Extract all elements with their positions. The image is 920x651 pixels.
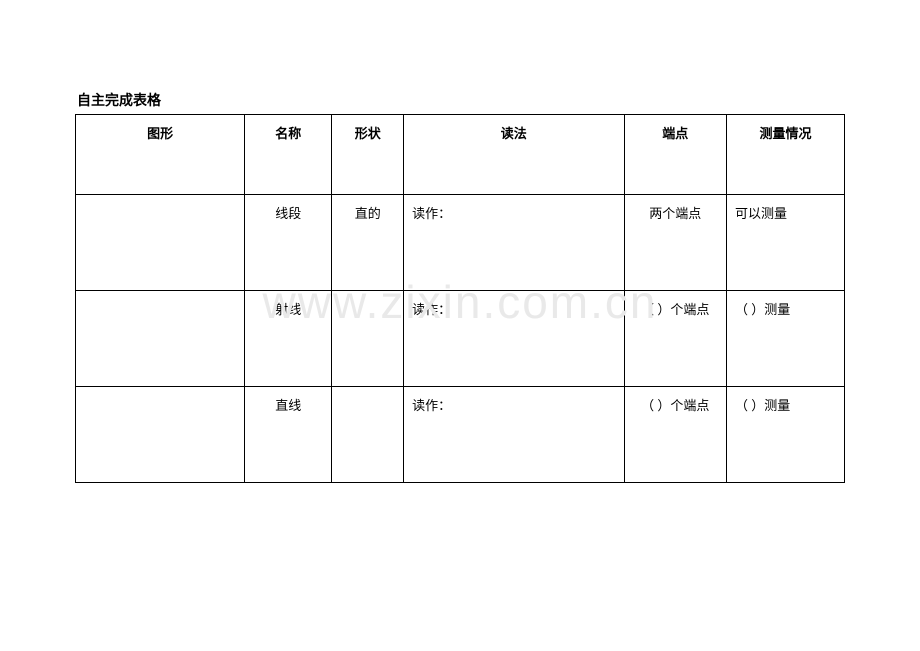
table-row: 直线 读作： （ ）个端点 （ ）测量 [76, 387, 845, 483]
col-header-endpoint: 端点 [624, 115, 727, 195]
table-row: 线段 直的 读作： 两个端点 可以测量 [76, 195, 845, 291]
cell-measure: 可以测量 [727, 195, 845, 291]
cell-shape: 直的 [332, 195, 404, 291]
col-header-shape: 形状 [332, 115, 404, 195]
col-header-reading: 读法 [404, 115, 624, 195]
cell-name: 直线 [245, 387, 332, 483]
cell-graphic [76, 387, 245, 483]
cell-endpoint: 两个端点 [624, 195, 727, 291]
table-header-row: 图形 名称 形状 读法 端点 测量情况 [76, 115, 845, 195]
col-header-name: 名称 [245, 115, 332, 195]
cell-reading: 读作： [404, 291, 624, 387]
cell-name: 射线 [245, 291, 332, 387]
cell-graphic [76, 195, 245, 291]
worksheet-table: 图形 名称 形状 读法 端点 测量情况 线段 直的 读作： 两个端点 可以测量 … [75, 114, 845, 483]
cell-shape [332, 387, 404, 483]
table-row: 射线 读作： （ ）个端点 （ ）测量 [76, 291, 845, 387]
cell-reading: 读作： [404, 195, 624, 291]
cell-name: 线段 [245, 195, 332, 291]
col-header-graphic: 图形 [76, 115, 245, 195]
table-title: 自主完成表格 [77, 90, 845, 110]
cell-measure: （ ）测量 [727, 387, 845, 483]
cell-graphic [76, 291, 245, 387]
cell-endpoint: （ ）个端点 [624, 387, 727, 483]
cell-endpoint: （ ）个端点 [624, 291, 727, 387]
cell-shape [332, 291, 404, 387]
cell-measure: （ ）测量 [727, 291, 845, 387]
col-header-measure: 测量情况 [727, 115, 845, 195]
document-page: 自主完成表格 图形 名称 形状 读法 端点 测量情况 线段 直的 读作： 两个端… [0, 0, 920, 483]
cell-reading: 读作： [404, 387, 624, 483]
